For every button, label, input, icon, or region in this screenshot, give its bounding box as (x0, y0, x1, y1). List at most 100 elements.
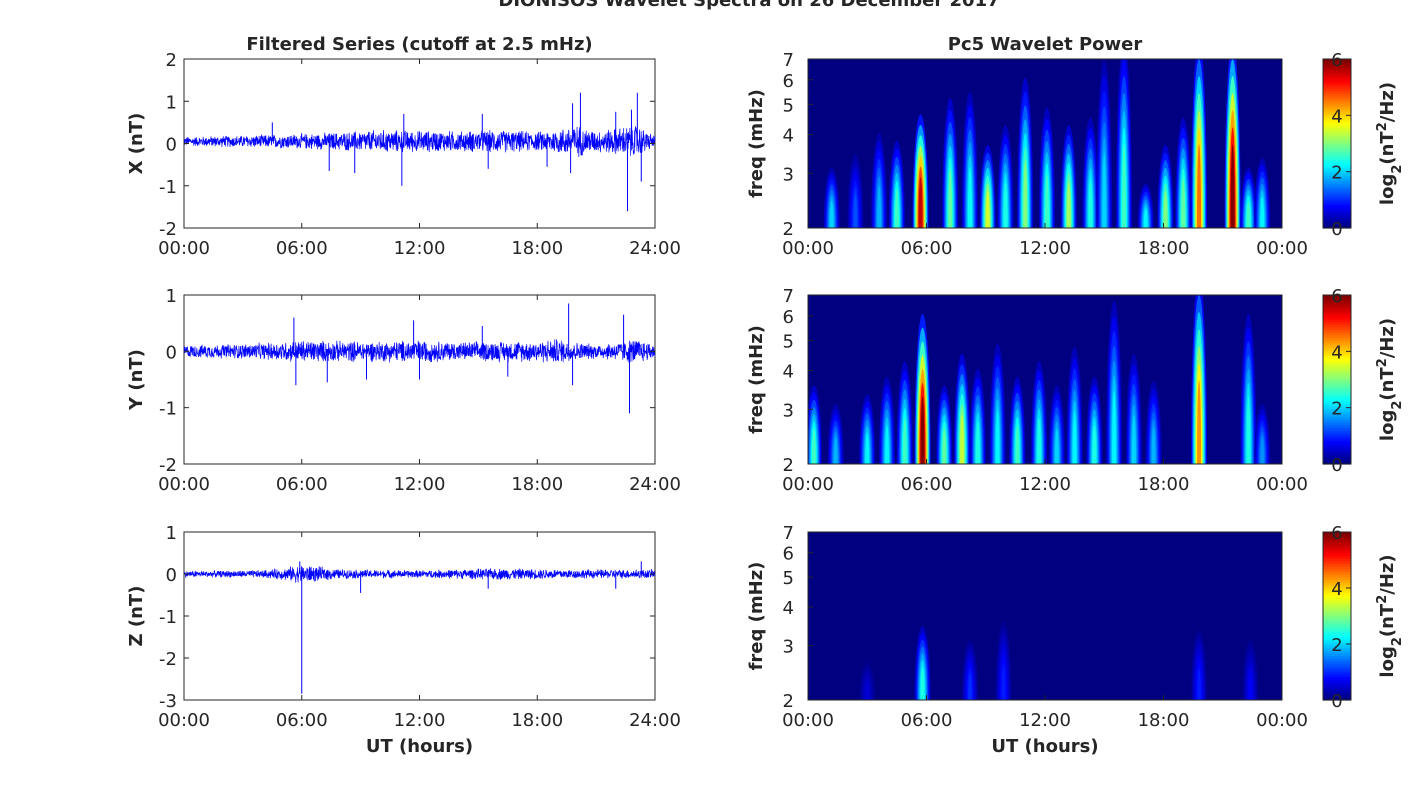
colorbar-swatch (1323, 59, 1351, 63)
colorbar-swatch (1323, 90, 1351, 94)
y-tick-label: 6 (783, 71, 794, 92)
colorbar-swatch (1323, 397, 1351, 402)
colorbar-swatch (1323, 395, 1351, 399)
colorbar-swatch (1323, 539, 1351, 544)
colorbar-swatch (1323, 300, 1351, 304)
power-blob (902, 417, 907, 464)
y-tick-label: 3 (783, 637, 794, 658)
colorbar-swatch (1323, 339, 1351, 344)
colorbar-swatch (1323, 316, 1351, 320)
colorbar-swatch (1323, 74, 1351, 79)
colorbar-tick-label: 0 (1331, 691, 1342, 712)
line-panel-x: 00:00 06:00 12:00 18:00 24:00 2 1 0 -1 -2 Filtered… (126, 34, 681, 259)
colorbar-swatch (1323, 355, 1351, 359)
colorbar-tick-label: 0 (1331, 455, 1342, 476)
power-blob (975, 421, 980, 464)
y-axis-label: X (nT) (126, 113, 147, 175)
colorbar-frame (1322, 58, 1352, 229)
colorbar-swatch (1323, 450, 1351, 455)
colorbar-swatch (1323, 571, 1351, 575)
x-tick-label: 00:00 (158, 474, 210, 495)
colorbar-swatch (1323, 66, 1351, 71)
line-panel-y: 00:00 06:00 12:00 18:00 24:00 1 0 -1 -2 Y (nT) (126, 286, 681, 495)
colorbar-swatch (1323, 225, 1351, 229)
y-axis-label: freq (mHz) (746, 89, 767, 198)
colorbar-swatch (1323, 93, 1351, 97)
power-blob (948, 169, 953, 228)
y-tick-label: -2 (159, 649, 177, 670)
panel-title: Filtered Series (cutoff at 2.5 mHz) (246, 34, 592, 55)
colorbar: 0 2 4 6 log2(nT2/Hz) (1322, 286, 1405, 476)
colorbar-swatch (1323, 437, 1351, 441)
colorbar-swatch (1323, 146, 1351, 150)
x-tick-label: 24:00 (629, 238, 681, 259)
series-line (183, 124, 656, 157)
colorbar-swatch (1323, 563, 1351, 567)
colorbar-swatch (1323, 217, 1351, 221)
panel-title: Pc5 Wavelet Power (948, 34, 1143, 55)
spectrogram-blobs (859, 621, 1259, 700)
colorbar-swatch (1323, 302, 1351, 307)
colorbar-swatch (1323, 537, 1351, 541)
colorbar-swatch (1323, 547, 1351, 551)
power-blob (985, 190, 990, 228)
colorbar-swatch (1323, 214, 1351, 219)
colorbar-swatch (1323, 542, 1351, 546)
colorbar-swatch (1323, 308, 1351, 312)
power-blob (967, 166, 972, 228)
colorbar-swatch (1323, 177, 1351, 182)
colorbar-swatch (1323, 387, 1351, 391)
colorbar-swatch (1323, 191, 1351, 195)
power-blob (918, 176, 923, 228)
x-axis-label: UT (hours) (991, 736, 1098, 757)
x-tick-label: 00:00 (1256, 474, 1308, 495)
power-blob (1260, 196, 1265, 228)
colorbar-swatch (1323, 384, 1351, 389)
y-tick-label: 0 (166, 135, 177, 156)
colorbar-tick-label: 4 (1331, 579, 1342, 600)
colorbar-swatch (1323, 602, 1351, 607)
colorbar-swatch (1323, 374, 1351, 378)
y-tick-label: 1 (166, 92, 177, 113)
colorbar-swatch (1323, 658, 1351, 662)
colorbar-swatch (1323, 117, 1351, 121)
colorbar: 0 2 4 6 log2(nT2/Hz) (1322, 523, 1405, 712)
y-tick-label: 0 (166, 342, 177, 363)
colorbar-swatch (1323, 206, 1351, 211)
colorbar-swatch (1323, 82, 1351, 87)
x-tick-label: 18:00 (511, 474, 563, 495)
power-blob (1066, 181, 1071, 228)
colorbar-swatch (1323, 297, 1351, 301)
power-blob (960, 414, 965, 464)
colorbar-swatch (1323, 64, 1351, 68)
colorbar-swatch (1323, 605, 1351, 609)
colorbar-swatch (1323, 440, 1351, 444)
colorbar-swatch (1323, 553, 1351, 557)
y-tick-label: 1 (166, 286, 177, 307)
colorbar-swatch (1323, 610, 1351, 614)
colorbar-swatch (1323, 127, 1351, 131)
colorbar-swatch (1323, 390, 1351, 394)
colorbar-swatch (1323, 88, 1351, 92)
x-axis-label: UT (hours) (366, 736, 473, 757)
power-blob (1181, 178, 1186, 228)
colorbar-swatch (1323, 135, 1351, 139)
colorbar-swatch (1323, 589, 1351, 593)
colorbar-swatch (1323, 185, 1351, 189)
figure-title: DIONISOS Wavelet Spectra on 26 December … (498, 0, 999, 11)
colorbar-swatch (1323, 655, 1351, 659)
power-blob (1197, 668, 1202, 700)
y-tick-label: 2 (166, 50, 177, 71)
colorbar-swatch (1323, 363, 1351, 367)
colorbar-swatch (1323, 676, 1351, 680)
colorbar-swatch (1323, 376, 1351, 381)
x-tick-label: 24:00 (629, 710, 681, 731)
power-blob (1044, 173, 1049, 228)
colorbar-swatch (1323, 534, 1351, 538)
x-tick-label: 18:00 (1138, 710, 1190, 731)
series-line (183, 339, 656, 363)
colorbar-swatch (1323, 77, 1351, 81)
colorbar-swatch (1323, 143, 1351, 147)
colorbar-swatch (1323, 639, 1351, 643)
colorbar-swatch (1323, 568, 1351, 572)
